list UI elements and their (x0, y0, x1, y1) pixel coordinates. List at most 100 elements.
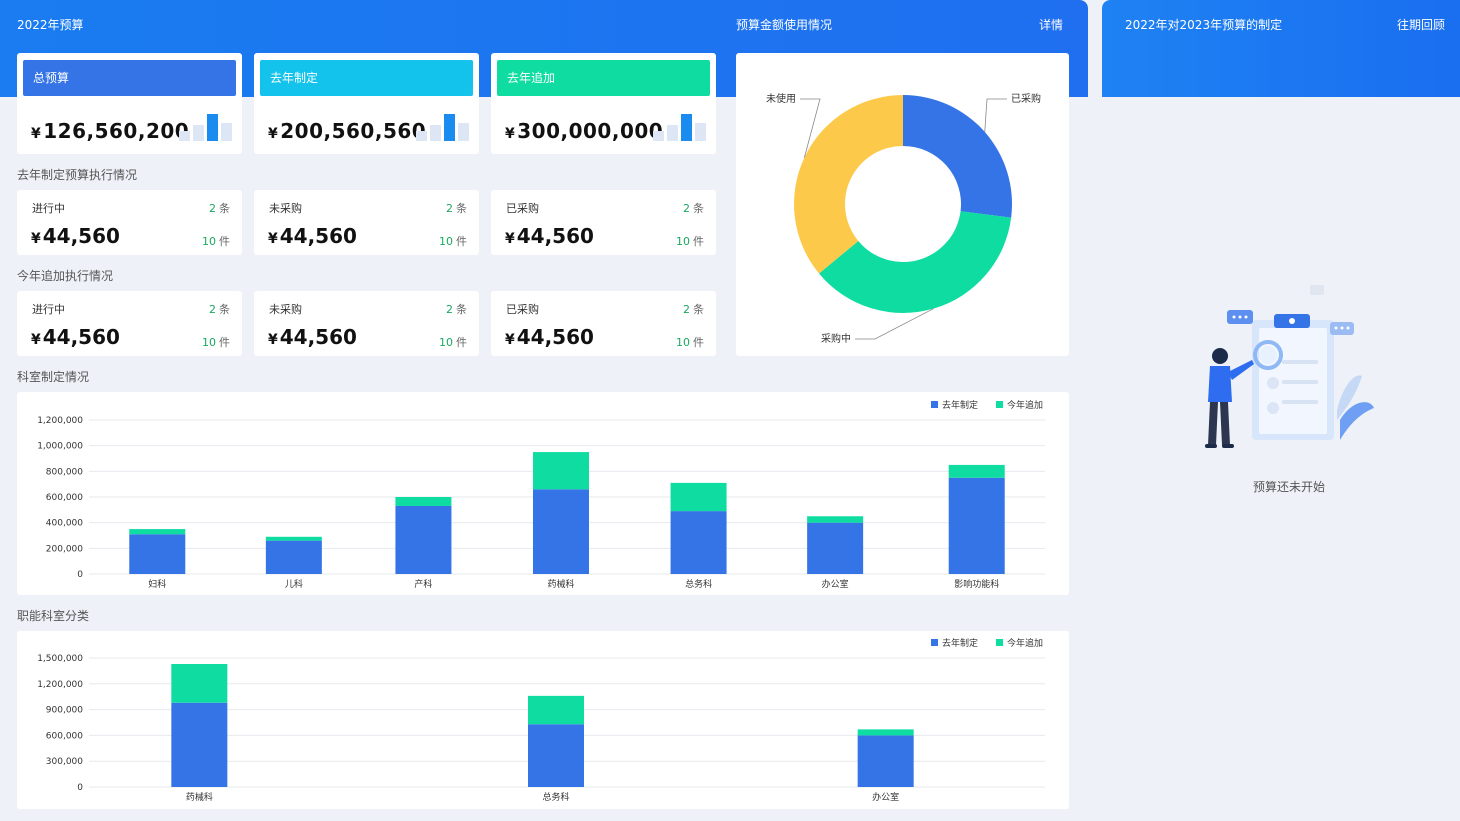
section-title-dept: 科室制定情况 (17, 370, 90, 384)
stat-pieces: 10 件 (202, 235, 230, 248)
bar-segment (857, 729, 914, 736)
bar-segment (948, 464, 1005, 478)
x-tick-label: 总务科 (685, 578, 712, 590)
bar-segment (857, 735, 914, 787)
legend-label: 去年制定 (942, 637, 978, 649)
usage-title: 预算金额使用情况 (736, 18, 833, 32)
summary-amount: ¥126,560,200 (31, 119, 190, 143)
planning-panel: 2022年对2023年预算的制定 往期回顾 预算还未开始 (1102, 0, 1460, 821)
empty-state-text: 预算还未开始 (1252, 480, 1325, 494)
summary-amount: ¥200,560,560 (268, 119, 427, 143)
functional-bar-chart: 0 300,000 600,000 900,000 1,200,000 1,500,000… (37, 637, 1045, 803)
stat-label: 已采购 (506, 202, 539, 215)
usage-donut-card: 已采购采购中 未使用 (736, 53, 1069, 356)
legend-swatch (996, 639, 1003, 646)
planning-title: 2022年对2023年预算的制定 (1125, 18, 1283, 32)
stat-pieces: 10 件 (439, 235, 467, 248)
dept-bar-chart: 0 200,000 400,000 600,000 800,000 1,000,000 1,… (37, 399, 1045, 590)
mini-bar-icon (179, 113, 235, 141)
stat-pieces: 10 件 (676, 336, 704, 349)
stat-amount: ¥44,560 (268, 224, 357, 248)
legend-label: 今年追加 (1007, 399, 1043, 411)
y-tick-label: 900,000 (46, 706, 83, 716)
bar-segment (807, 522, 864, 574)
mini-bar-icon (653, 113, 709, 141)
bar-segment (807, 516, 864, 523)
stat-amount: ¥44,560 (268, 325, 357, 349)
y-tick-label: 1,200,000 (37, 680, 83, 690)
legend-swatch (931, 639, 938, 646)
mini-bar-icon (416, 113, 472, 141)
y-tick-label: 0 (77, 570, 83, 580)
stat-amount: ¥44,560 (31, 325, 120, 349)
x-tick-label: 儿科 (285, 578, 303, 590)
y-tick-label: 800,000 (46, 467, 83, 477)
x-tick-label: 总务科 (542, 791, 569, 803)
bar-segment (129, 534, 186, 574)
bar-segment (171, 702, 228, 787)
legend-swatch (996, 401, 1003, 408)
stat-label: 进行中 (32, 202, 65, 215)
stat-label: 未采购 (269, 202, 302, 215)
bar-segment (395, 497, 452, 506)
donut-slice (819, 211, 1012, 314)
stat-amount: ¥44,560 (31, 224, 120, 248)
bar-segment (171, 664, 228, 703)
x-tick-label: 影响功能科 (954, 578, 999, 590)
summary-amount: ¥300,000,000 (505, 119, 664, 143)
summary-card-additional: 去年追加 ¥300,000,000 (491, 53, 716, 154)
history-link[interactable]: 往期回顾 (1397, 18, 1446, 32)
donut-slice (794, 95, 903, 274)
stat-pieces: 10 件 (676, 235, 704, 248)
y-tick-label: 300,000 (46, 757, 83, 767)
bar-segment (528, 724, 584, 787)
y-tick-label: 400,000 (46, 519, 83, 529)
x-tick-label: 妇科 (148, 578, 166, 590)
y-tick-label: 1,500,000 (37, 654, 83, 664)
legend-label: 去年制定 (942, 399, 978, 411)
section-title-this-year: 今年追加执行情况 (17, 269, 114, 283)
x-tick-label: 产科 (414, 578, 432, 590)
x-tick-label: 药械科 (186, 791, 213, 803)
details-link[interactable]: 详情 (1039, 18, 1064, 32)
legend-swatch (931, 401, 938, 408)
y-tick-label: 0 (77, 783, 83, 793)
y-tick-label: 600,000 (46, 493, 83, 503)
x-tick-label: 办公室 (822, 578, 849, 590)
bar-segment (395, 505, 452, 574)
donut-label: 采购中 (821, 332, 851, 345)
summary-tag: 去年追加 (497, 60, 710, 96)
x-tick-label: 药械科 (547, 578, 574, 590)
section-title-last-year: 去年制定预算执行情况 (17, 168, 138, 182)
summary-card-total: 总预算 ¥126,560,200 (17, 53, 242, 154)
donut-leader-line (855, 308, 934, 340)
stat-pieces: 10 件 (202, 336, 230, 349)
summary-tag: 去年制定 (260, 60, 473, 96)
dept-chart-card: 0 200,000 400,000 600,000 800,000 1,000,000 1,… (17, 392, 1069, 595)
stat-label: 进行中 (32, 303, 65, 316)
donut-slice (903, 95, 1012, 218)
summary-card-last-year: 去年制定 ¥200,560,560 (254, 53, 479, 154)
bar-segment (265, 540, 322, 574)
stat-label: 未采购 (269, 303, 302, 316)
y-tick-label: 1,200,000 (37, 416, 83, 426)
y-tick-label: 600,000 (46, 731, 83, 741)
budget-panel: 2022年预算 预算金额使用情况 详情 总预算 ¥126,560,200 去年制… (0, 0, 1088, 809)
donut-label: 已采购 (1011, 92, 1041, 105)
bar-segment (533, 489, 589, 574)
donut-label: 未使用 (766, 92, 796, 105)
planning-header-bar (1102, 0, 1460, 97)
summary-tag: 总预算 (23, 60, 236, 96)
